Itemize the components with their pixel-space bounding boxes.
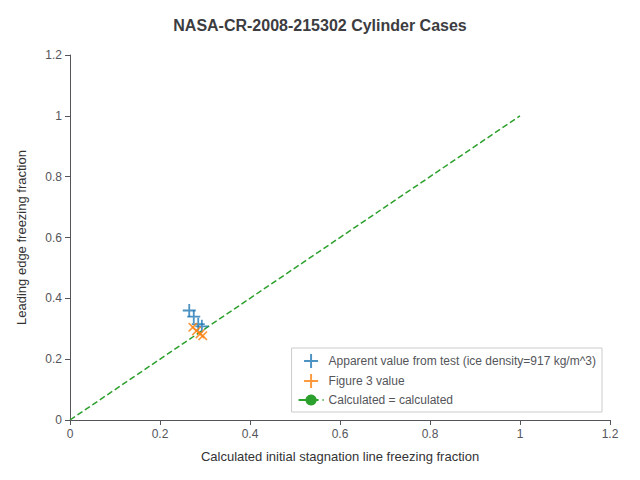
svg-text:0: 0 bbox=[55, 413, 62, 427]
svg-text:0.8: 0.8 bbox=[422, 427, 439, 441]
svg-text:0.8: 0.8 bbox=[45, 170, 62, 184]
svg-text:0.4: 0.4 bbox=[242, 427, 259, 441]
svg-text:0.2: 0.2 bbox=[152, 427, 169, 441]
svg-text:0.4: 0.4 bbox=[45, 291, 62, 305]
svg-text:Leading edge freezing fraction: Leading edge freezing fraction bbox=[14, 150, 29, 325]
svg-text:1: 1 bbox=[55, 109, 62, 123]
svg-text:0: 0 bbox=[67, 427, 74, 441]
svg-text:Apparent value from test (ice: Apparent value from test (ice density=91… bbox=[329, 354, 596, 368]
svg-text:NASA-CR-2008-215302 Cylinder C: NASA-CR-2008-215302 Cylinder Cases bbox=[173, 17, 467, 34]
svg-text:1.2: 1.2 bbox=[602, 427, 619, 441]
svg-text:0.6: 0.6 bbox=[332, 427, 349, 441]
svg-text:Calculated = calculated: Calculated = calculated bbox=[329, 393, 453, 407]
svg-text:Figure 3 value: Figure 3 value bbox=[329, 374, 405, 388]
svg-text:0.6: 0.6 bbox=[45, 231, 62, 245]
svg-text:1: 1 bbox=[517, 427, 524, 441]
svg-text:Calculated initial stagnation: Calculated initial stagnation line freez… bbox=[201, 449, 479, 464]
svg-text:0.2: 0.2 bbox=[45, 352, 62, 366]
svg-text:1.2: 1.2 bbox=[45, 48, 62, 62]
